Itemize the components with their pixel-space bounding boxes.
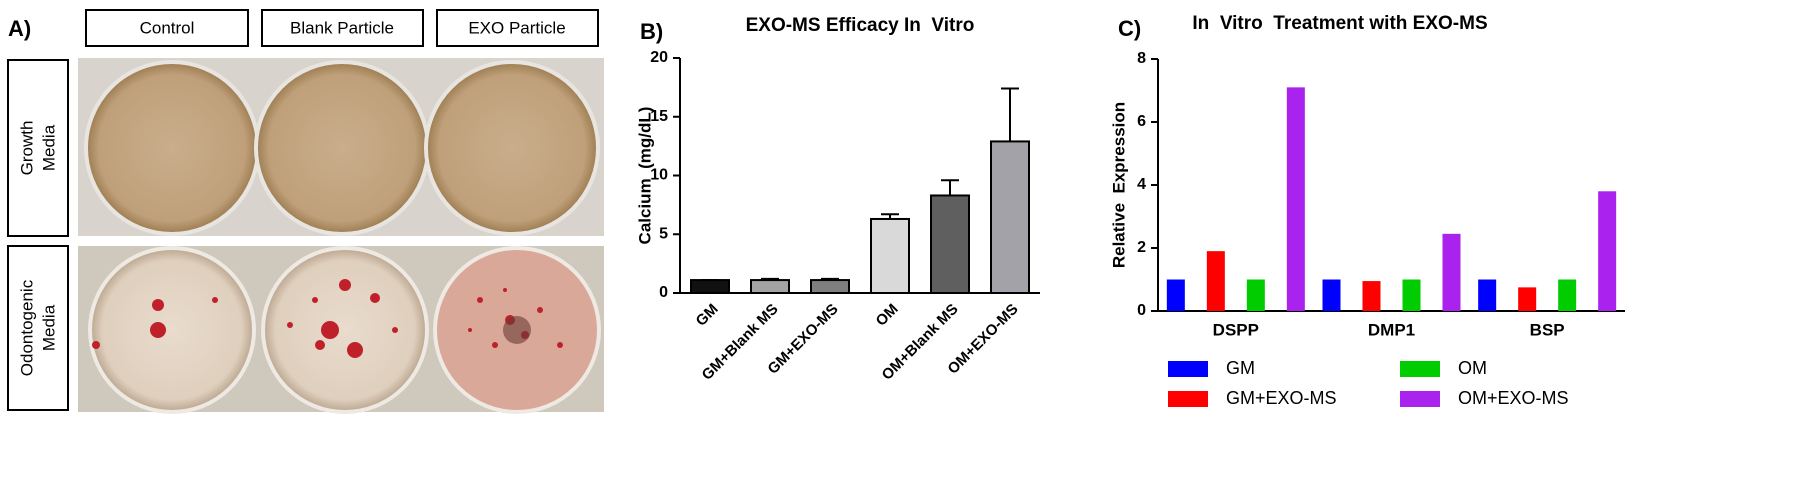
bar — [990, 140, 1030, 294]
x-tick-label: GM — [693, 301, 722, 330]
x-tick-label: DMP1 — [1368, 320, 1415, 339]
row-label: Media — [39, 124, 58, 171]
y-tick-label: 4 — [1137, 176, 1146, 193]
bar — [1402, 279, 1421, 311]
error-bar — [761, 277, 779, 281]
panel-label: C) — [1118, 16, 1141, 41]
row-label: Media — [39, 304, 58, 351]
row-box — [7, 59, 69, 237]
x-tick-label: DSPP — [1213, 320, 1259, 339]
header-box — [85, 9, 249, 47]
bar — [1442, 233, 1461, 311]
y-tick-label: 15 — [650, 108, 668, 125]
y-tick-label: 2 — [1137, 239, 1146, 256]
y-tick-label: 10 — [650, 167, 668, 184]
column-label: EXO Particle — [468, 18, 565, 37]
bar — [930, 194, 970, 295]
well — [261, 246, 429, 414]
bar — [1322, 279, 1341, 311]
y-axis-label: Relative Expression — [1109, 102, 1128, 268]
y-axis-label: Calcium (mg/dL) — [635, 107, 654, 245]
panel-label: A) — [8, 16, 31, 41]
bar — [1362, 281, 1381, 311]
stain — [503, 316, 531, 344]
x-tick-label: BSP — [1530, 320, 1565, 339]
y-tick-label: 5 — [659, 225, 668, 242]
bar — [1558, 279, 1577, 311]
column-label: Blank Particle — [290, 18, 394, 37]
well — [254, 60, 430, 236]
well — [88, 246, 256, 414]
bar — [1478, 279, 1497, 311]
bar — [1206, 251, 1225, 311]
header-box — [261, 9, 424, 47]
error-bar — [1001, 87, 1019, 142]
bar — [870, 217, 910, 295]
row-box — [7, 245, 69, 411]
y-tick-label: 0 — [659, 284, 668, 301]
y-tick-label: 20 — [650, 49, 668, 66]
legend-label: GM — [1226, 358, 1255, 378]
bar — [1518, 287, 1537, 311]
legend-label: OM — [1458, 358, 1487, 378]
y-tick-label: 0 — [1137, 302, 1146, 319]
bar — [1246, 279, 1265, 311]
y-tick-label: 6 — [1137, 113, 1146, 130]
column-label: Control — [140, 18, 195, 37]
row-label: Odontogenic — [17, 279, 36, 376]
well — [84, 60, 260, 236]
y-tick-label: 8 — [1137, 50, 1146, 67]
legend-swatch — [1400, 361, 1440, 377]
chart-title: EXO-MS Efficacy In Vitro — [746, 15, 975, 36]
panel-label: B) — [640, 19, 663, 44]
bar — [690, 279, 730, 295]
error-bar — [881, 213, 899, 219]
legend-swatch — [1168, 361, 1208, 377]
bar — [750, 279, 790, 295]
legend-label: OM+EXO-MS — [1458, 388, 1569, 408]
chart-title: In Vitro Treatment with EXO-MS — [1192, 13, 1487, 34]
well — [424, 60, 600, 236]
row-label: Growth — [17, 121, 36, 176]
header-box — [436, 9, 599, 47]
legend-swatch — [1168, 391, 1208, 407]
bar — [810, 279, 850, 295]
error-bar — [821, 277, 839, 281]
x-tick-label: OM — [873, 301, 902, 330]
error-bar — [941, 179, 959, 196]
legend-label: GM+EXO-MS — [1226, 388, 1337, 408]
bar — [1286, 87, 1305, 311]
bar — [1166, 279, 1185, 311]
panel-a: A) Control Blank Particle EXO Particle G… — [7, 9, 604, 414]
legend-swatch — [1400, 391, 1440, 407]
stain — [92, 279, 563, 358]
bar — [1598, 191, 1617, 311]
